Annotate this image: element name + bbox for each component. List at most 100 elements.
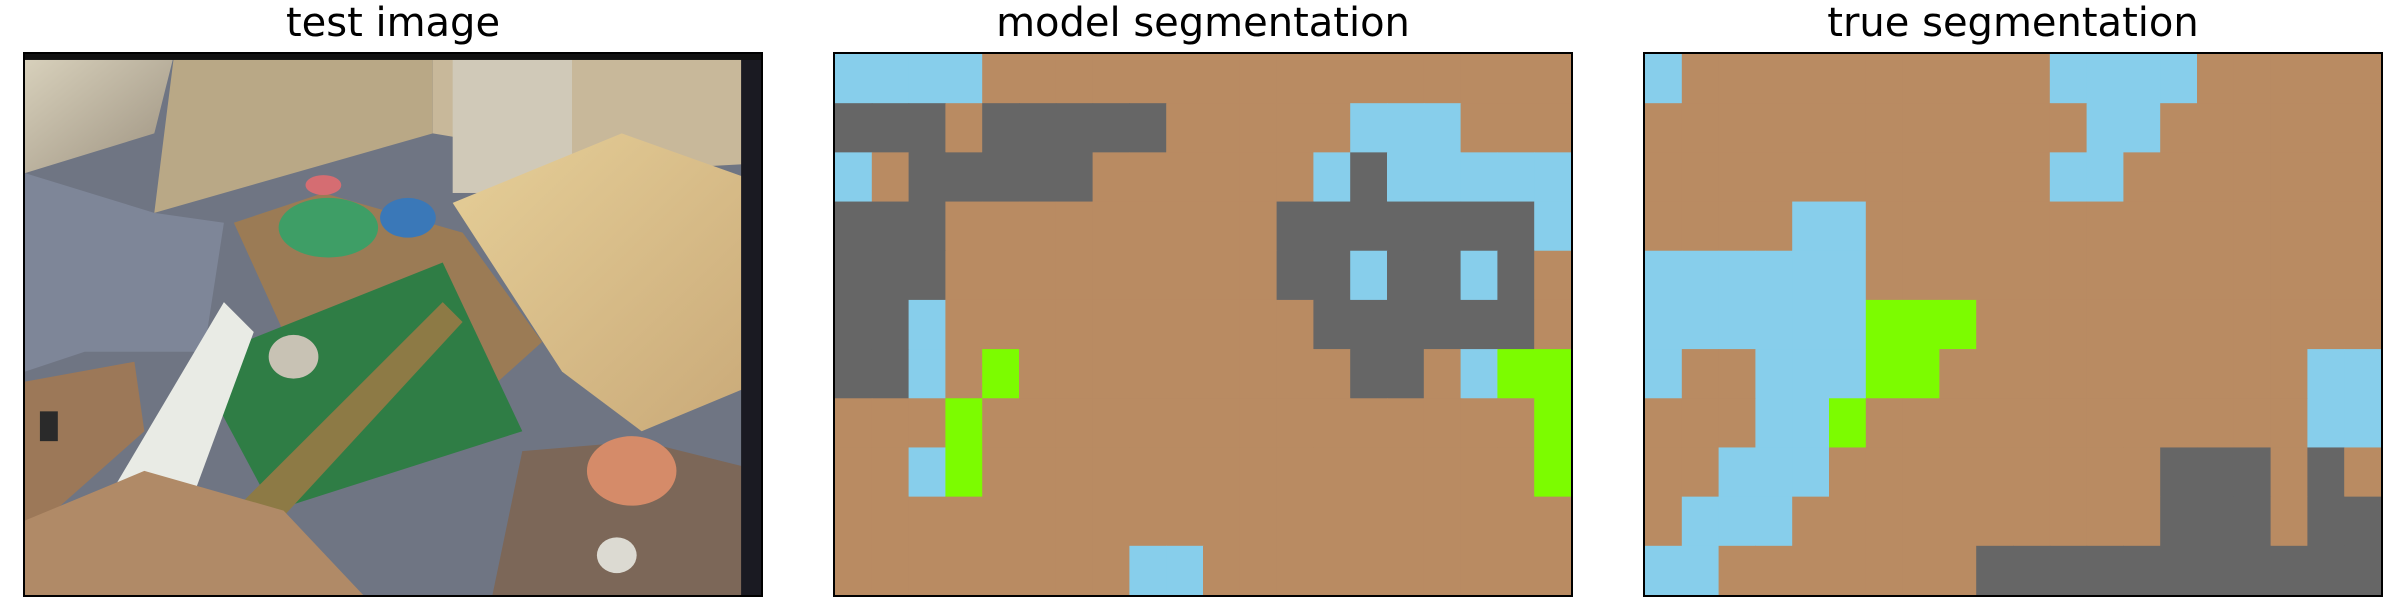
model-segmentation-cell <box>1497 103 1535 153</box>
true-segmentation-cell <box>2049 299 2088 350</box>
true-segmentation-cell <box>2233 152 2272 203</box>
true-segmentation-cell <box>1792 250 1830 301</box>
true-segmentation-cell <box>2344 349 2381 399</box>
model-segmentation-cell <box>871 250 910 301</box>
true-segmentation-cell <box>1865 250 1904 301</box>
true-segmentation-cell <box>2123 250 2161 301</box>
model-segmentation-cell <box>908 496 946 547</box>
model-segmentation-cell <box>945 54 983 104</box>
model-segmentation-cell <box>835 299 873 350</box>
true-segmentation-cell <box>1865 545 1904 595</box>
model-segmentation-cell <box>1092 496 1130 547</box>
model-segmentation-cell <box>982 152 1020 203</box>
true-segmentation-cell <box>2123 545 2161 595</box>
model-segmentation-cell <box>1350 201 1388 252</box>
model-segmentation-cell <box>1313 103 1351 153</box>
true-segmentation-cell <box>2197 398 2235 449</box>
true-segmentation-cell <box>1681 250 1720 301</box>
model-segmentation-cell <box>1203 201 1241 252</box>
model-segmentation-cell <box>1350 545 1388 595</box>
model-segmentation-cell <box>1129 299 1167 350</box>
true-segmentation-cell <box>1755 250 1793 301</box>
model-segmentation-cell <box>1203 349 1241 399</box>
true-segmentation-cell <box>2160 398 2198 449</box>
true-segmentation-cell <box>1902 201 1940 252</box>
model-segmentation-cell <box>1203 545 1241 595</box>
model-segmentation-cell <box>871 152 910 203</box>
model-segmentation-cell <box>1276 496 1314 547</box>
true-segmentation-cell <box>2123 349 2161 399</box>
model-segmentation-cell <box>1387 299 1425 350</box>
true-segmentation-cell <box>2086 447 2124 498</box>
model-segmentation-cell <box>1092 201 1130 252</box>
model-segmentation-cell <box>1055 54 1094 104</box>
true-segmentation-cell <box>2197 545 2235 595</box>
true-segmentation-cell <box>1976 250 2014 301</box>
true-segmentation-cell <box>1829 54 1867 104</box>
true-segmentation-cell <box>2344 250 2381 301</box>
model-segmentation-cell <box>1534 152 1571 203</box>
model-segmentation-cell <box>1387 349 1425 399</box>
true-segmentation-cell <box>1976 103 2014 153</box>
model-segmentation-cell <box>1460 398 1498 449</box>
model-segmentation-cell <box>1129 250 1167 301</box>
model-segmentation-cell <box>1313 496 1351 547</box>
true-segmentation-cell <box>1829 152 1867 203</box>
true-segmentation-cell <box>2049 447 2088 498</box>
true-segmentation-cell <box>2270 103 2308 153</box>
true-segmentation-cell <box>2049 250 2088 301</box>
model-segmentation-cell <box>1055 447 1094 498</box>
model-segmentation-cell <box>1019 54 1057 104</box>
model-segmentation-cell <box>1460 54 1498 104</box>
model-segmentation-cell <box>1534 349 1571 399</box>
true-segmentation-cell <box>1645 152 1683 203</box>
model-segmentation-cell <box>1350 250 1388 301</box>
model-segmentation-cell <box>1239 152 1278 203</box>
model-segmentation-cell <box>835 398 873 449</box>
true-segmentation-cell <box>2307 496 2345 547</box>
true-segmentation-cell <box>2086 398 2124 449</box>
model-segmentation-cell <box>1350 447 1388 498</box>
true-segmentation-cell <box>2233 201 2272 252</box>
true-segmentation-cell <box>2233 250 2272 301</box>
model-segmentation-cell <box>1055 201 1094 252</box>
true-segmentation-cell <box>2049 54 2088 104</box>
model-segmentation-cell <box>1166 54 1204 104</box>
model-segmentation-cell <box>1055 152 1094 203</box>
model-segmentation-cell <box>1350 54 1388 104</box>
model-segmentation-cell <box>835 349 873 399</box>
model-segmentation-cell <box>982 545 1020 595</box>
model-segmentation-cell <box>1460 349 1498 399</box>
true-segmentation-cell <box>2013 545 2051 595</box>
true-segmentation-cell <box>1645 54 1683 104</box>
model-segmentation-cell <box>1092 250 1130 301</box>
model-segmentation-cell <box>1313 299 1351 350</box>
model-segmentation-cell <box>982 447 1020 498</box>
true-segmentation-cell <box>2123 447 2161 498</box>
panel-title-true-segmentation: true segmentation <box>1827 0 2199 46</box>
true-segmentation-cell <box>1939 349 1977 399</box>
true-segmentation-cell <box>1939 496 1977 547</box>
true-segmentation-cell <box>1681 103 1720 153</box>
true-segmentation-cell <box>1865 103 1904 153</box>
true-segmentation-cell <box>2270 201 2308 252</box>
true-segmentation-cell <box>1681 299 1720 350</box>
true-segmentation-cell <box>1755 398 1793 449</box>
true-segmentation-cell <box>2344 447 2381 498</box>
true-segmentation-cell <box>1865 398 1904 449</box>
true-segmentation-cell <box>1976 54 2014 104</box>
true-segmentation-cell <box>2197 447 2235 498</box>
true-segmentation-cell <box>1645 496 1683 547</box>
true-segmentation-cell <box>2197 349 2235 399</box>
true-segmentation-cell <box>1976 299 2014 350</box>
model-segmentation-cell <box>1092 349 1130 399</box>
model-segmentation-cell <box>908 447 946 498</box>
model-segmentation-cell <box>1460 299 1498 350</box>
true-segmentation-cell <box>2123 103 2161 153</box>
true-segmentation-cell <box>1755 152 1793 203</box>
true-segmentation-cell <box>2270 545 2308 595</box>
true-segmentation-cell <box>1718 299 1756 350</box>
model-segmentation-cell <box>1534 398 1571 449</box>
model-segmentation-cell <box>1423 54 1462 104</box>
model-segmentation-cell <box>1055 299 1094 350</box>
